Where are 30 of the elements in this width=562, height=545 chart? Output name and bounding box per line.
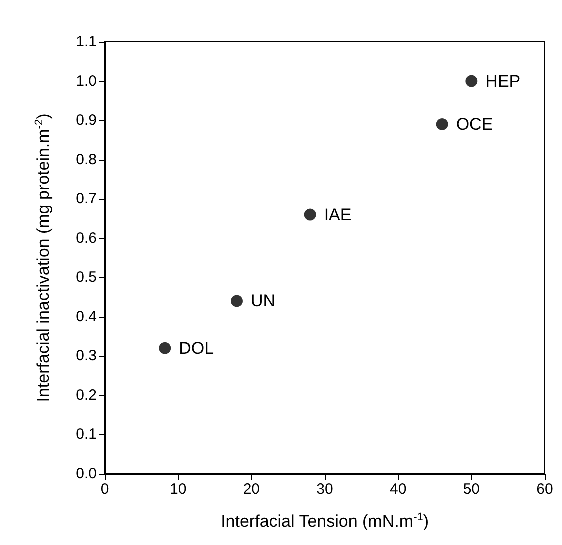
annotation: HEP [486,72,521,91]
x-tick-label: 20 [243,481,260,498]
annotation: IAE [324,205,352,224]
point [159,342,172,354]
y-tick-label: 0.4 [76,308,97,326]
point [466,75,478,88]
y-tick-label: 0.9 [76,112,97,130]
y-axis-title: Interfacial inactivation (mg protein.m-2) [34,114,53,402]
y-tick-label: 0.7 [76,190,97,208]
y-tick-label: 0.2 [76,386,97,404]
y-tick-label: 1.1 [76,34,97,50]
x-tick-label: 10 [170,481,187,498]
x-tick-label: 0 [100,481,110,498]
y-tick-label: 0.5 [76,269,97,286]
point [231,295,243,308]
annotation: UN [251,292,276,311]
x-tick-label: 40 [390,481,407,498]
text: 1.0 [76,72,97,90]
annotation: DOL [179,338,214,358]
x-tick-label: 50 [463,481,480,498]
annotation: OCE [456,114,494,134]
text: 0.0 [76,466,97,482]
point [436,118,448,130]
point [304,208,316,221]
y-tick-label: 0.1 [76,426,97,444]
x-tick-label: 60 [536,481,554,498]
y-tick-label: 0.3 [76,348,97,365]
y-tick-label: 0.8 [76,151,97,168]
y-tick-label: 0.6 [76,230,97,247]
x-tick-label: 30 [316,481,334,498]
